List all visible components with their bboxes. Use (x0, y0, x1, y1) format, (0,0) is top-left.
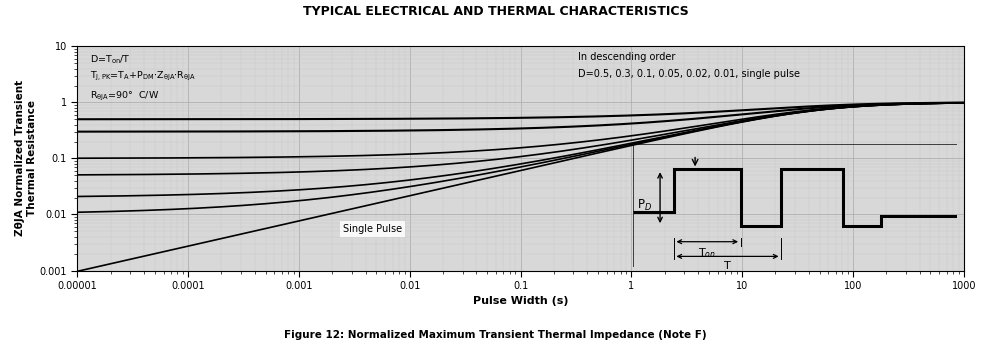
X-axis label: Pulse Width (s): Pulse Width (s) (473, 297, 568, 306)
Text: Single Pulse: Single Pulse (343, 224, 402, 234)
Text: T$_{\mathregular{J,PK}}$=T$_{\mathregular{A}}$+P$_{\mathregular{DM}}$$\cdot$Z$_{: T$_{\mathregular{J,PK}}$=T$_{\mathregula… (90, 70, 196, 83)
Text: D=T$_{\mathregular{on}}$/T: D=T$_{\mathregular{on}}$/T (90, 53, 131, 66)
Text: R$_{\mathregular{\theta JA}}$=90°  C/W: R$_{\mathregular{\theta JA}}$=90° C/W (90, 90, 160, 103)
Text: TYPICAL ELECTRICAL AND THERMAL CHARACTERISTICS: TYPICAL ELECTRICAL AND THERMAL CHARACTER… (302, 5, 689, 18)
Y-axis label: ZθJA Normalized Transient
Thermal Resistance: ZθJA Normalized Transient Thermal Resist… (15, 80, 37, 237)
Text: D=0.5, 0.3, 0.1, 0.05, 0.02, 0.01, single pulse: D=0.5, 0.3, 0.1, 0.05, 0.02, 0.01, singl… (578, 69, 800, 79)
Text: Figure 12: Normalized Maximum Transient Thermal Impedance (Note F): Figure 12: Normalized Maximum Transient … (284, 330, 707, 340)
Text: In descending order: In descending order (578, 52, 676, 62)
